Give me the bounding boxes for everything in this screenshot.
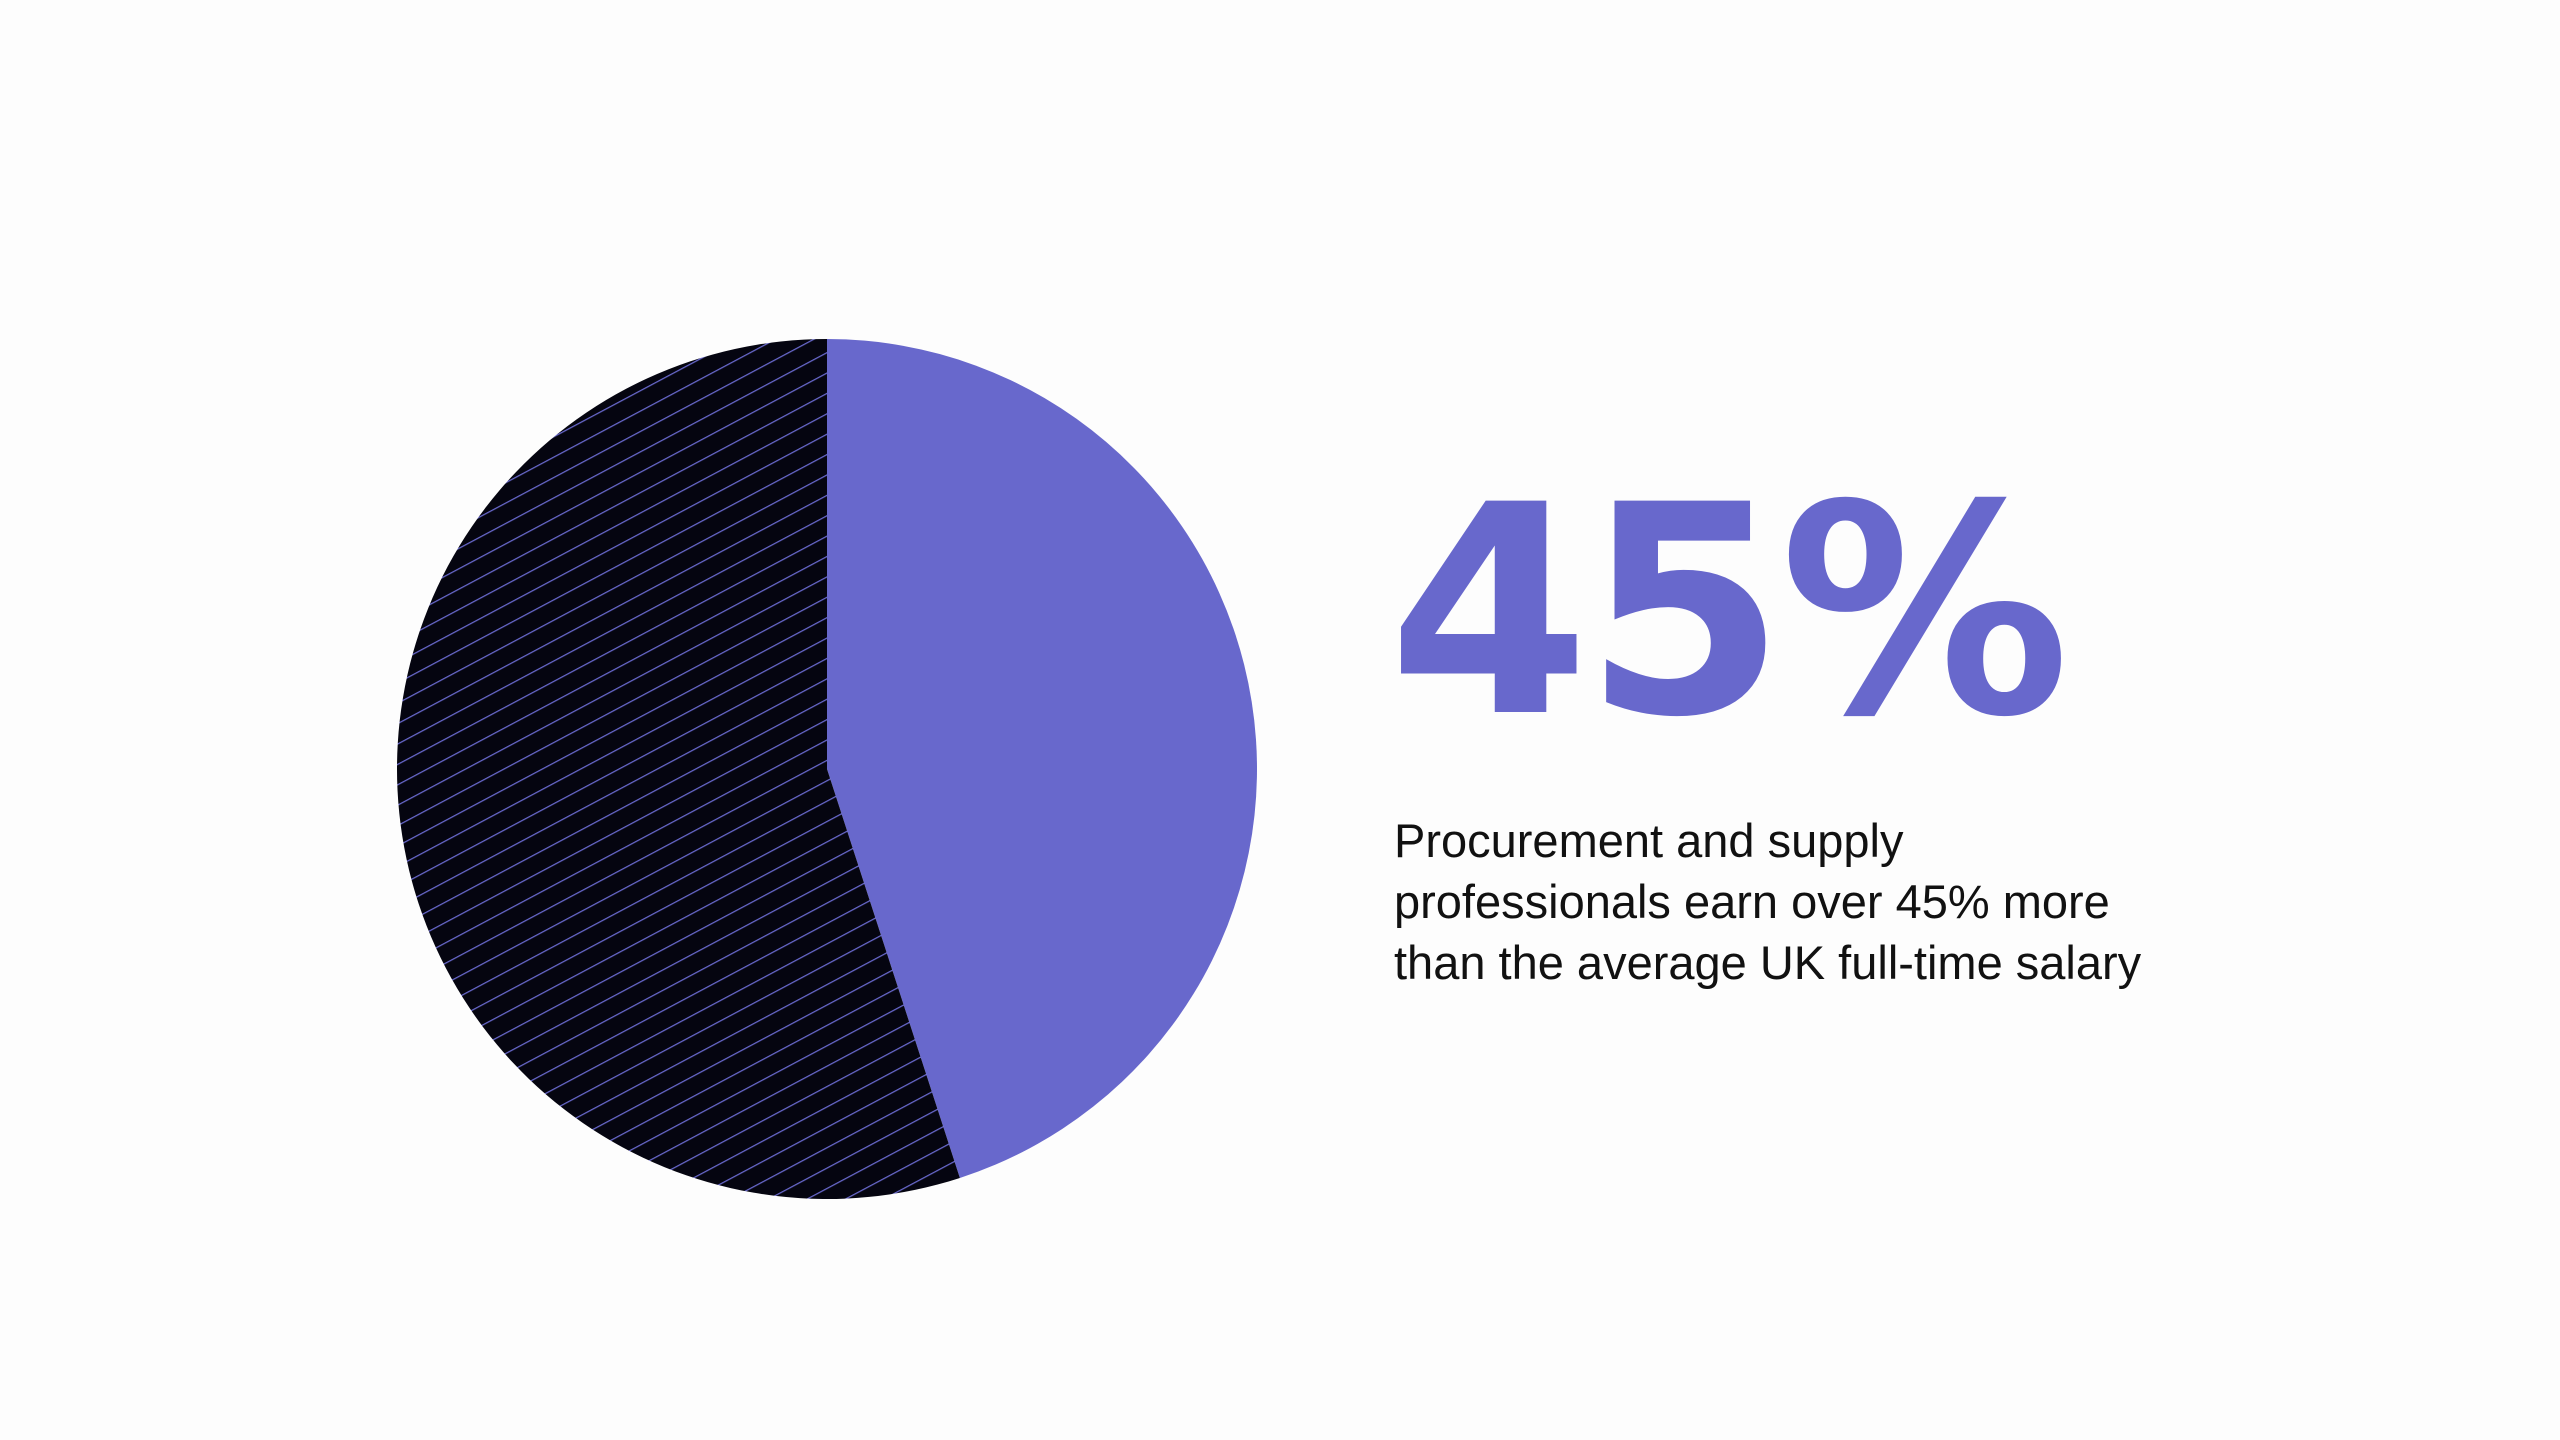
- headline-percentage: 45%: [1388, 444, 2070, 781]
- pie-slice-0: [827, 339, 1257, 1178]
- pie-slice-1: [396, 339, 960, 1199]
- caption-line: Procurement and supply: [1394, 814, 1904, 867]
- pie-chart: [395, 337, 1259, 1201]
- pie-chart-svg: [396, 339, 1257, 1199]
- caption-line: professionals earn over 45% more: [1394, 875, 2110, 928]
- caption-line: than the average UK full-time salary: [1394, 936, 2142, 989]
- stat-caption: Procurement and supply professionals ear…: [1394, 810, 2294, 993]
